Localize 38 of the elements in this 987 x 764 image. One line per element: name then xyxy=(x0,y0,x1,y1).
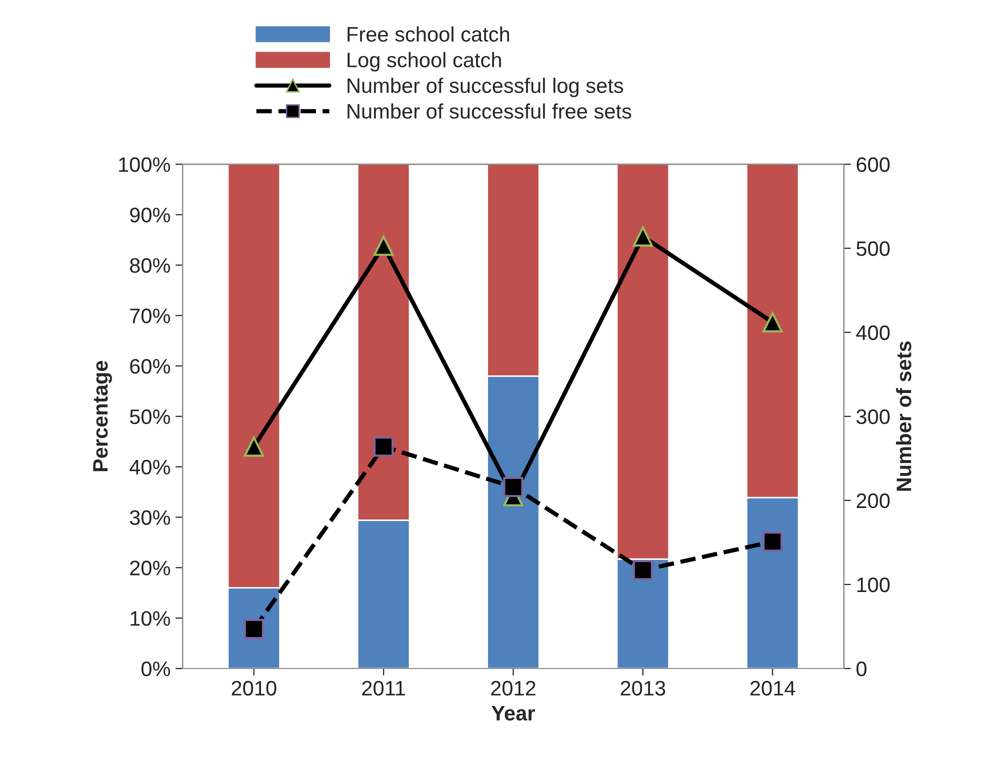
x-tick-label: 2014 xyxy=(750,680,796,696)
y-tick-label: 70% xyxy=(130,308,170,324)
point xyxy=(632,226,653,247)
y-axis-title: Percentage xyxy=(93,360,112,472)
y-tick-label: 50% xyxy=(130,409,170,424)
y-tick-label: 40% xyxy=(130,460,170,475)
x-tick-label: 2012 xyxy=(491,680,536,696)
y-tick-label: 0% xyxy=(141,662,170,676)
x-axis-title: Year xyxy=(492,706,535,721)
point xyxy=(762,532,783,552)
y-tick-label: 20% xyxy=(130,560,170,576)
y-tick-label: 100% xyxy=(119,157,170,172)
y2-tick-label: 100 xyxy=(857,577,890,592)
y2-tick-label: 200 xyxy=(856,493,890,508)
point xyxy=(374,436,394,457)
y2-tick-label: 0 xyxy=(856,662,866,676)
legend-label: Free school catch xyxy=(348,26,510,42)
y-tick-label: 90% xyxy=(130,208,170,222)
y-tick-label: 10% xyxy=(130,611,170,626)
y2-tick-label: 400 xyxy=(856,325,890,340)
point xyxy=(503,476,524,498)
x-tick-label: 2013 xyxy=(620,680,666,696)
y2-tick-label: 600 xyxy=(856,157,890,172)
y2-tick-label: 300 xyxy=(856,409,890,424)
y-tick-label: 80% xyxy=(130,258,170,273)
legend-label: Number of successful free sets xyxy=(348,103,632,119)
legend-label: Number of successful log sets xyxy=(348,78,624,98)
legend-label: Log school catch xyxy=(348,52,501,72)
point xyxy=(632,560,653,580)
x-tick-label: 2011 xyxy=(362,680,405,696)
x-tick-label: 2010 xyxy=(232,680,276,696)
y2-tick-label: 500 xyxy=(856,241,890,256)
y-tick-label: 60% xyxy=(130,358,170,374)
y-tick-label: 30% xyxy=(130,510,170,525)
point xyxy=(762,312,783,332)
point xyxy=(244,436,264,457)
y2-axis-title: Number of sets xyxy=(896,341,912,491)
point xyxy=(374,236,394,256)
